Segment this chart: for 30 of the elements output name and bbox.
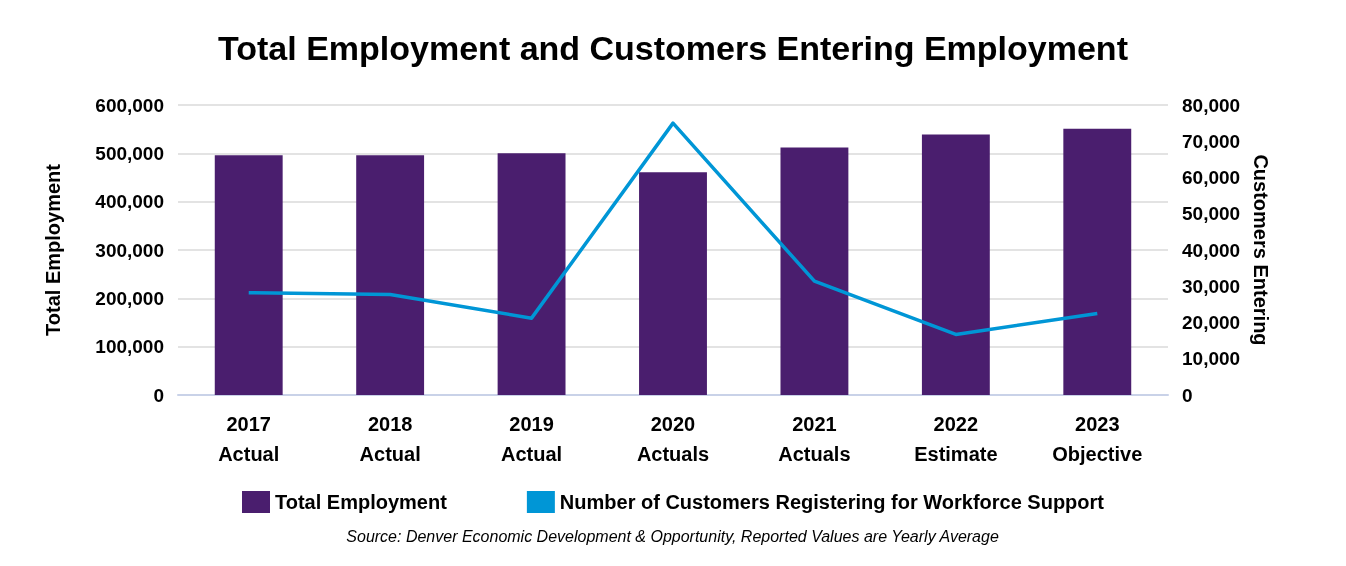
- y-tick-label: 600,000: [95, 94, 164, 116]
- y2-tick-label: 40,000: [1182, 239, 1241, 261]
- source-note: Source: Denver Economic Development & Opportunity, Reported Values are Yearly Average: [346, 527, 999, 545]
- x-tick-label: 2021 Actuals: [778, 413, 851, 465]
- y-tick-label: 0: [153, 384, 164, 406]
- y-tick-label: 300,000: [95, 239, 164, 261]
- x-tick-label: 2023 Objective: [1052, 413, 1143, 465]
- y2-tick-label: 20,000: [1182, 312, 1241, 333]
- line-series: [246, 121, 1100, 337]
- y2-tick-label: 60,000: [1182, 167, 1241, 188]
- y-tick-label: 200,000: [95, 287, 164, 309]
- x-tick-label: 2017 Actual: [218, 413, 280, 465]
- y2-axis-title: Customers Entering: [1250, 154, 1273, 346]
- legend-label: Total Employment: [275, 491, 448, 513]
- chart-title: Total Employment and Customers Entering Employment: [218, 29, 1128, 67]
- y2-tick-label: 0: [1182, 384, 1193, 406]
- x-tick-label: 2022 Estimate: [914, 413, 998, 465]
- y2-tick-label: 30,000: [1182, 275, 1241, 297]
- y2-tick-label: 70,000: [1182, 130, 1241, 152]
- y2-tick-label: 50,000: [1182, 203, 1241, 225]
- y-tick-label: 500,000: [95, 142, 164, 164]
- x-tick-label: 2018 Actual: [359, 413, 421, 465]
- x-tick-label: 2020 Actuals: [636, 413, 710, 465]
- y2-tick-label: 80,000: [1182, 94, 1241, 116]
- y-axis-title: Total Employment: [42, 163, 64, 336]
- y-tick-label: 100,000: [95, 336, 164, 358]
- x-tick-label: 2019 Actual: [501, 413, 563, 465]
- y-tick-label: 400,000: [95, 191, 164, 213]
- y2-tick-label: 10,000: [1182, 348, 1241, 370]
- legend-label: Number of Customers Registering for Workforce Support: [559, 491, 1105, 513]
